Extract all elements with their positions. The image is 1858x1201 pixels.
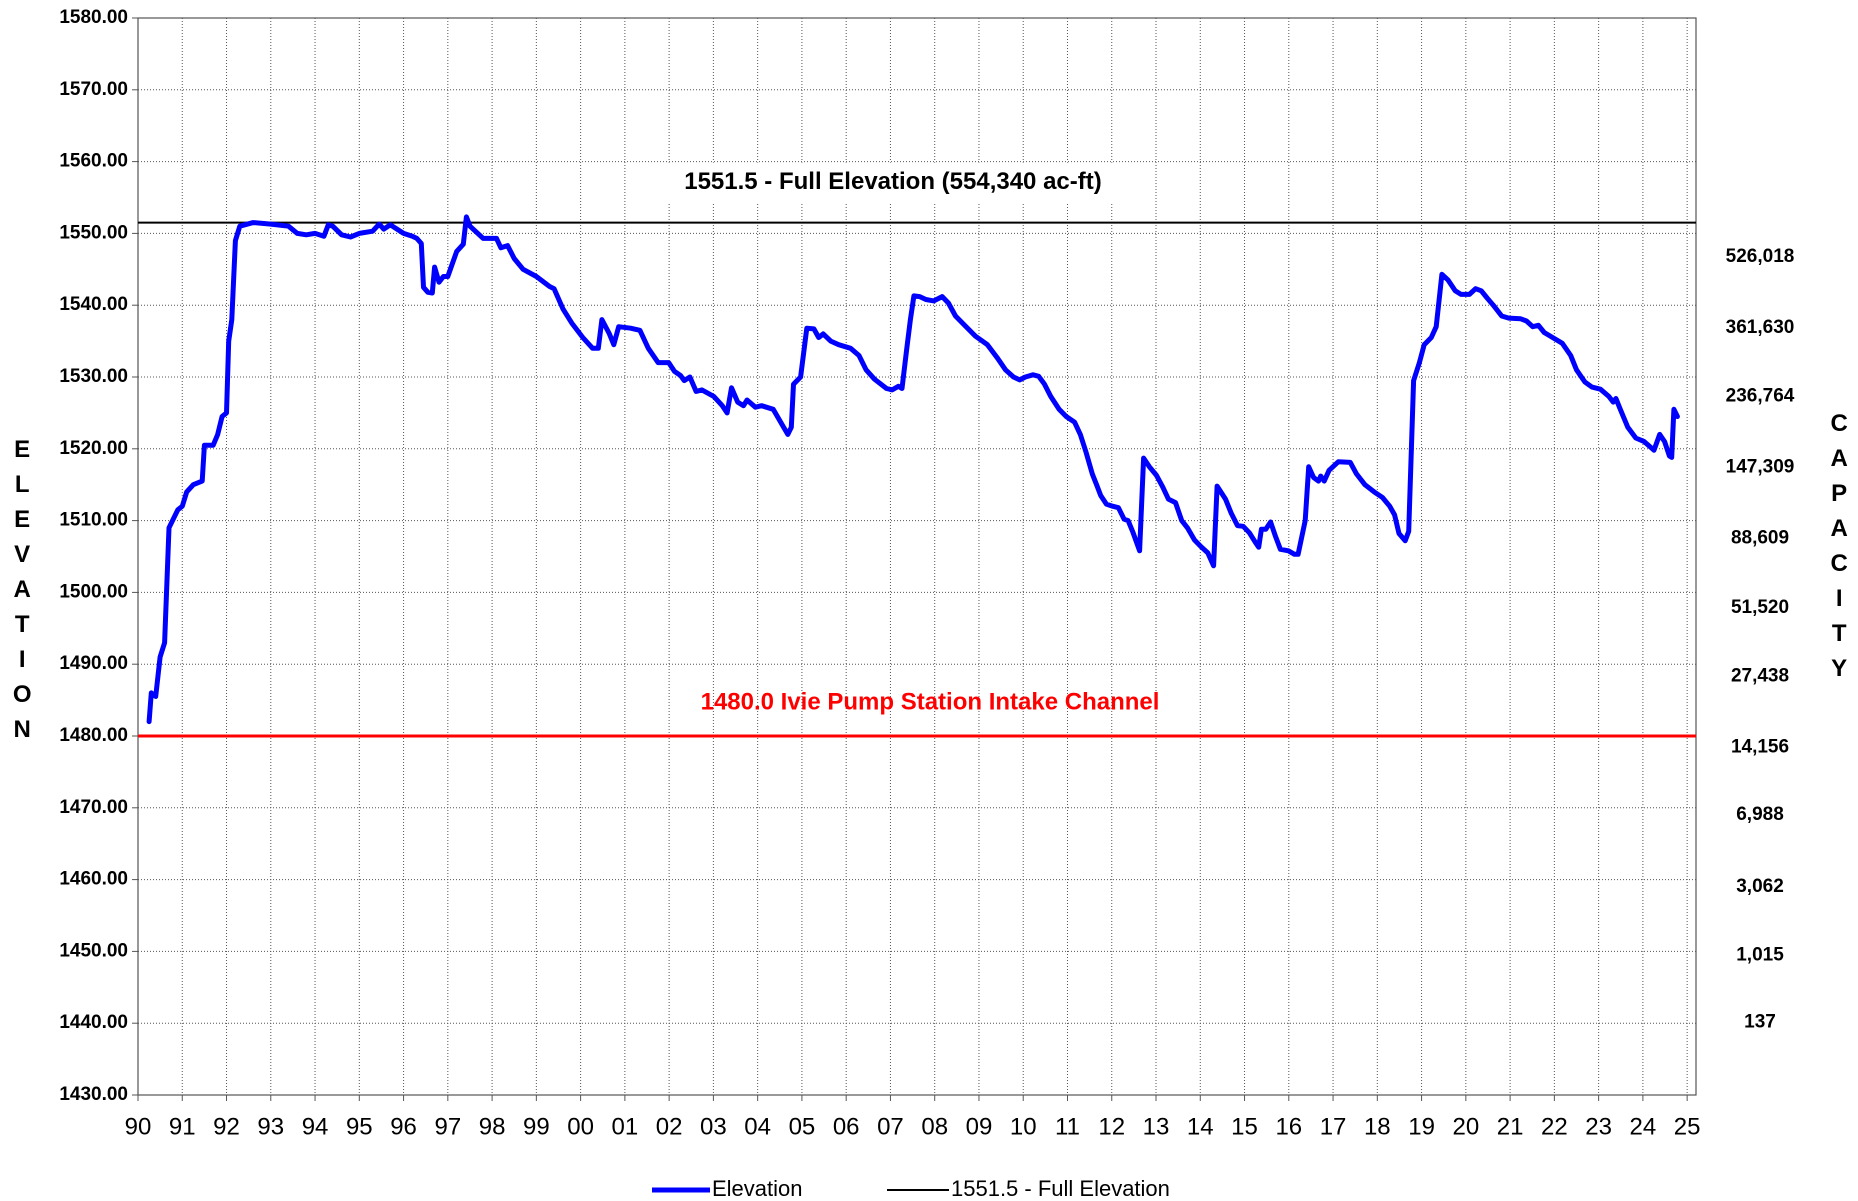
- y-tick-label: 1440.00: [59, 1012, 128, 1033]
- x-tick-label: 95: [346, 1113, 373, 1140]
- x-tick-label: 24: [1630, 1113, 1657, 1140]
- x-tick-label: 13: [1143, 1113, 1170, 1140]
- legend-label: 1551.5 - Full Elevation: [951, 1176, 1170, 1201]
- capacity-label: 88,609: [1731, 528, 1789, 549]
- x-tick-label: 03: [700, 1113, 727, 1140]
- capacity-label: 51,520: [1731, 597, 1789, 618]
- x-tick-label: 25: [1674, 1113, 1701, 1140]
- x-tick-label: 00: [567, 1113, 594, 1140]
- x-tick-label: 04: [744, 1113, 771, 1140]
- x-tick-label: 90: [125, 1113, 152, 1140]
- x-tick-label: 92: [213, 1113, 240, 1140]
- x-tick-label: 01: [612, 1113, 639, 1140]
- y-tick-label: 1480.00: [59, 725, 128, 746]
- x-tick-label: 05: [789, 1113, 816, 1140]
- y-tick-label: 1500.00: [59, 581, 128, 602]
- y-tick-label: 1490.00: [59, 653, 128, 674]
- x-tick-label: 99: [523, 1113, 550, 1140]
- capacity-label: 27,438: [1731, 665, 1789, 686]
- x-tick-label: 11: [1055, 1113, 1080, 1140]
- x-tick-label: 96: [390, 1113, 417, 1140]
- x-tick-label: 16: [1275, 1113, 1302, 1140]
- x-tick-label: 21: [1497, 1113, 1524, 1140]
- x-tick-label: 97: [434, 1113, 461, 1140]
- y-tick-label: 1530.00: [59, 366, 128, 387]
- y-tick-label: 1570.00: [59, 79, 128, 100]
- legend-label: Elevation: [712, 1176, 803, 1201]
- x-tick-label: 09: [966, 1113, 993, 1140]
- y-tick-label: 1560.00: [59, 151, 128, 172]
- capacity-label: 1,015: [1736, 945, 1784, 966]
- capacity-label: 6,988: [1736, 804, 1784, 825]
- x-tick-label: 94: [302, 1113, 329, 1140]
- x-tick-label: 93: [257, 1113, 284, 1140]
- x-tick-label: 91: [169, 1113, 196, 1140]
- capacity-label: 14,156: [1731, 737, 1789, 758]
- annotation: 1551.5 - Full Elevation (554,340 ac-ft): [684, 168, 1102, 195]
- x-tick-label: 19: [1408, 1113, 1435, 1140]
- x-tick-label: 06: [833, 1113, 860, 1140]
- x-tick-label: 08: [921, 1113, 948, 1140]
- y-tick-label: 1430.00: [59, 1084, 128, 1105]
- x-tick-label: 18: [1364, 1113, 1391, 1140]
- y-tick-label: 1450.00: [59, 940, 128, 961]
- x-tick-label: 12: [1098, 1113, 1125, 1140]
- x-tick-label: 20: [1452, 1113, 1479, 1140]
- y-axis-title: ELEVATION: [9, 436, 36, 751]
- y-tick-label: 1580.00: [59, 7, 128, 28]
- x-tick-label: 10: [1010, 1113, 1037, 1140]
- y-tick-label: 1550.00: [59, 222, 128, 243]
- x-tick-label: 98: [479, 1113, 506, 1140]
- y-tick-label: 1540.00: [59, 294, 128, 315]
- annotation-bg: [640, 162, 1146, 203]
- x-tick-label: 15: [1231, 1113, 1258, 1140]
- capacity-label: 236,764: [1726, 385, 1795, 406]
- x-tick-label: 14: [1187, 1113, 1214, 1140]
- y-tick-label: 1510.00: [59, 510, 128, 531]
- y2-axis-title: CAPACITY: [1826, 410, 1853, 690]
- y-tick-label: 1470.00: [59, 797, 128, 818]
- y-tick-label: 1520.00: [59, 438, 128, 459]
- capacity-label: 147,309: [1726, 456, 1795, 477]
- capacity-label: 137: [1744, 1011, 1776, 1032]
- capacity-label: 526,018: [1726, 246, 1795, 267]
- x-tick-label: 02: [656, 1113, 683, 1140]
- capacity-label: 3,062: [1736, 876, 1784, 897]
- y-tick-label: 1460.00: [59, 869, 128, 890]
- x-tick-label: 22: [1541, 1113, 1568, 1140]
- x-tick-label: 23: [1585, 1113, 1612, 1140]
- annotation: 1480.0 Ivie Pump Station Intake Channel: [701, 688, 1160, 715]
- capacity-label: 361,630: [1726, 317, 1795, 338]
- x-tick-label: 07: [877, 1113, 904, 1140]
- series-line: [146, 214, 1680, 725]
- x-tick-label: 17: [1320, 1113, 1347, 1140]
- plot-frame: [137, 17, 1697, 1096]
